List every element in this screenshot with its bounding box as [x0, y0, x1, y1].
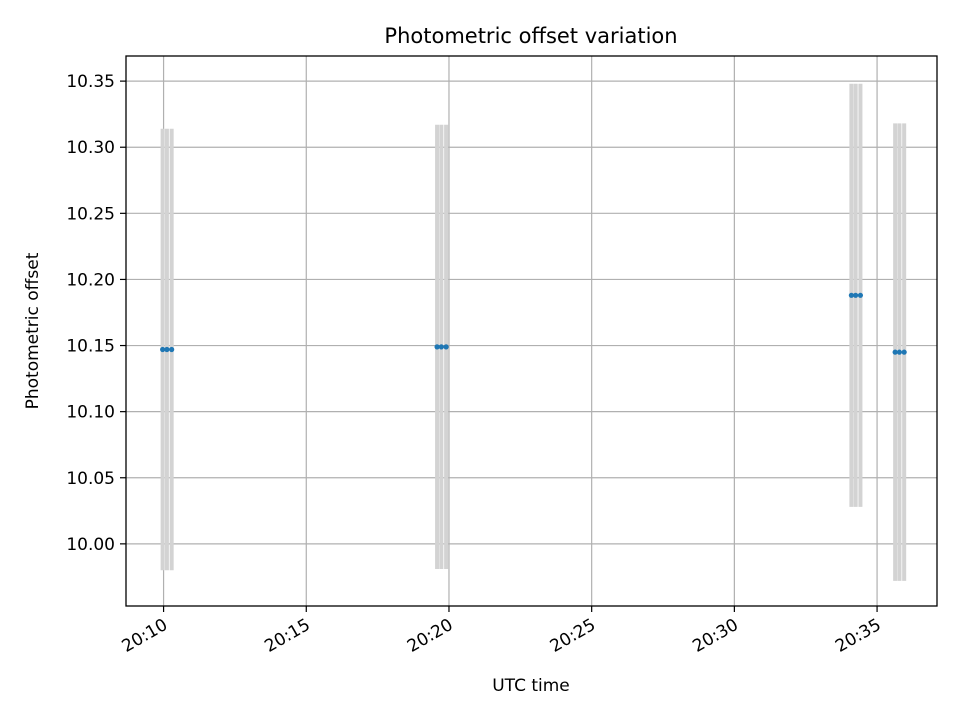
- data-point: [853, 292, 859, 298]
- x-tick-label: 20:25: [547, 615, 599, 657]
- data-point: [443, 344, 449, 350]
- x-tick-label: 20:20: [404, 615, 456, 657]
- data-point: [438, 344, 444, 350]
- data-point: [901, 349, 907, 355]
- error-bars: [160, 83, 907, 581]
- data-point: [169, 346, 175, 353]
- data-point: [896, 349, 903, 355]
- data-point: [857, 292, 864, 298]
- y-tick-label: 10.10: [66, 403, 115, 423]
- y-tick-label: 10.15: [66, 337, 115, 357]
- y-tick-label: 10.00: [66, 535, 115, 555]
- x-axis-ticks: 20:10 20:15 20:20 20:25 20:30 20:35: [119, 606, 885, 657]
- chart-title: Photometric offset variation: [384, 24, 677, 48]
- x-tick-label: 20:15: [261, 615, 313, 657]
- data-point: [160, 346, 166, 353]
- y-axis-label: Photometric offset: [23, 252, 43, 409]
- y-tick-label: 10.35: [66, 72, 115, 92]
- data-point: [848, 292, 854, 298]
- y-axis-ticks: 10.00 10.05 10.10 10.15 10.20 10.25 10.30 10.35: [66, 72, 126, 555]
- grid: [126, 56, 937, 606]
- y-tick-label: 10.20: [66, 270, 115, 290]
- data-point: [164, 346, 170, 353]
- plot-frame: [125, 55, 938, 607]
- x-axis-label: UTC time: [492, 676, 570, 696]
- data-point: [434, 344, 440, 350]
- y-tick-label: 10.30: [66, 138, 115, 158]
- x-tick-label: 20:35: [832, 615, 884, 657]
- x-tick-label: 20:30: [689, 615, 741, 657]
- data-points: [160, 292, 907, 355]
- y-tick-label: 10.05: [66, 469, 115, 489]
- data-point: [892, 349, 898, 355]
- y-tick-label: 10.25: [66, 204, 115, 224]
- x-tick-label: 20:10: [119, 615, 171, 657]
